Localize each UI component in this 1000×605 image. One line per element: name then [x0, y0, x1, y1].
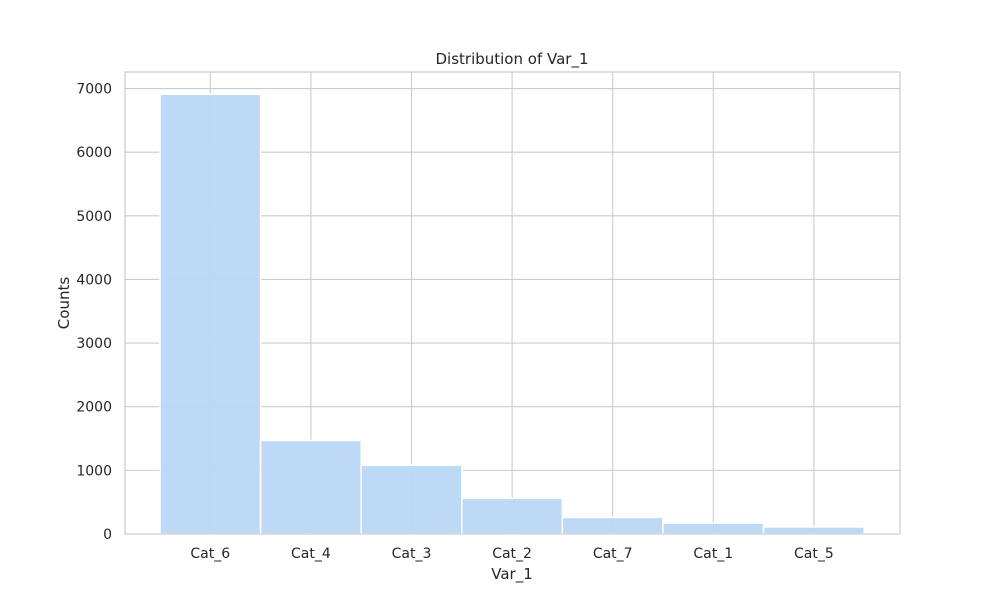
y-tick-labels: 0 1000 2000 3000 4000 5000 6000 7000: [76, 82, 112, 543]
x-tick-label: Cat_3: [392, 546, 432, 562]
x-tick-label: Cat_7: [593, 546, 633, 562]
x-tick-labels: Cat_6 Cat_4 Cat_3 Cat_2 Cat_7 Cat_1 Cat_5: [190, 546, 833, 562]
plot-frame: [124, 71, 901, 535]
y-tick-label: 1000: [76, 463, 112, 479]
x-tick-label: Cat_2: [492, 546, 532, 562]
y-tick-label: 6000: [76, 145, 112, 161]
y-tick-label: 2000: [76, 400, 112, 416]
bar-cat-4: [259, 439, 362, 535]
x-tick-label: Cat_5: [794, 546, 834, 562]
x-tick-label: Cat_1: [693, 546, 733, 562]
x-tick-label: Cat_6: [190, 546, 230, 562]
bar-cat-1: [662, 522, 765, 535]
y-tick-label: 3000: [76, 336, 112, 352]
bar-cat-6: [159, 93, 262, 535]
bar-cat-2: [461, 497, 564, 535]
y-axis-label: Counts: [55, 277, 73, 330]
y-tick-label: 4000: [76, 272, 112, 288]
y-tick-label: 5000: [76, 209, 112, 225]
y-tick-label: 0: [103, 527, 112, 543]
bar-cat-5: [762, 526, 865, 535]
chart-title: Distribution of Var_1: [435, 50, 588, 69]
x-axis-label: Var_1: [491, 565, 533, 584]
bars: [159, 93, 865, 535]
y-tick-label: 7000: [76, 82, 112, 98]
bar-cat-7: [561, 516, 664, 535]
bar-cat-3: [360, 464, 463, 535]
x-tick-label: Cat_4: [291, 546, 331, 562]
